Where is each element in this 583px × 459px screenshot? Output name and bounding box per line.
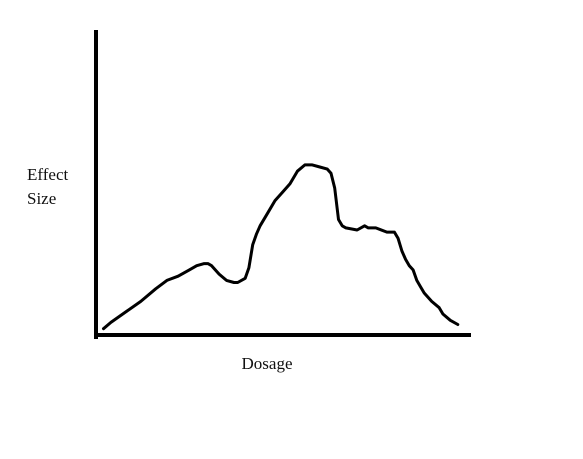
- axes: [94, 30, 471, 339]
- series-layer: [102, 163, 460, 331]
- y-axis-label-line1: Effect: [27, 165, 68, 184]
- series-line-1: [102, 163, 460, 331]
- y-axis-label-line2: Size: [27, 189, 56, 208]
- x-axis-label: Dosage: [242, 354, 293, 373]
